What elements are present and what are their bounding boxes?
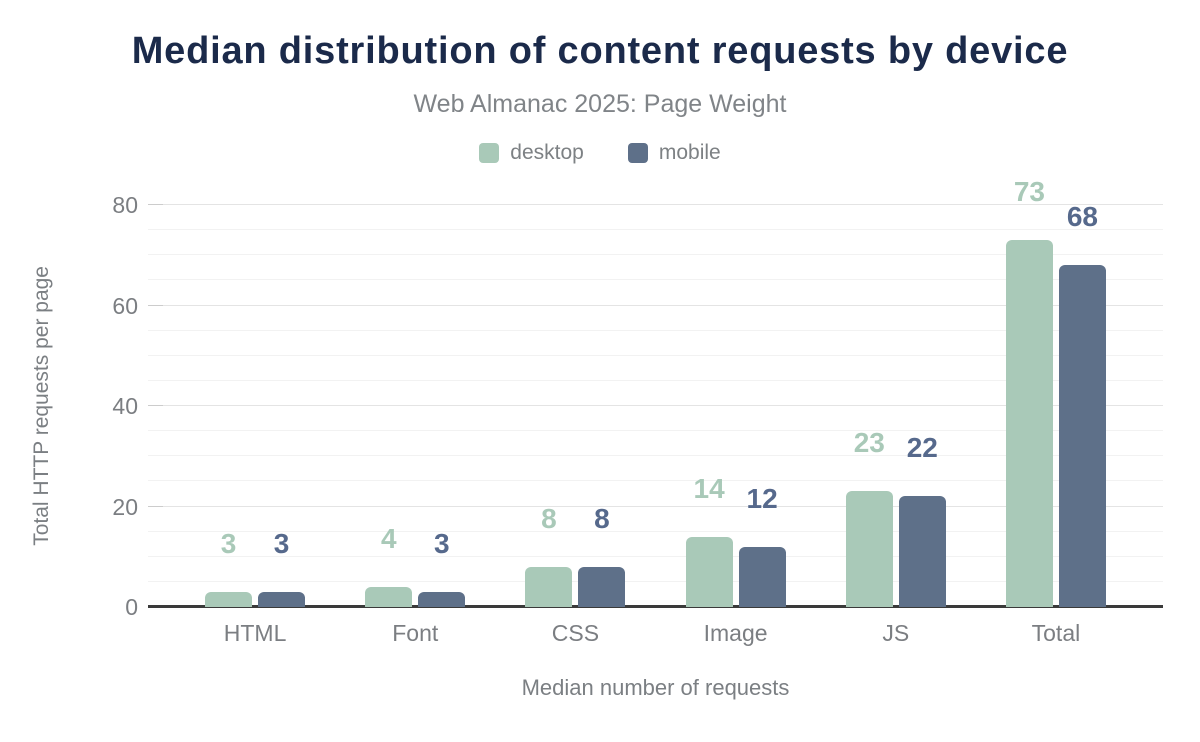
category-label-total: Total — [1031, 620, 1081, 646]
desktop-swatch-icon — [479, 143, 500, 163]
plot-area: 3 3 HTML 4 3 Font 8 8 CSS 14 12 Image 23 22 JS 73 68 Tota… — [148, 178, 1163, 646]
category-label-image: Image — [703, 620, 768, 646]
bar-column-desktop: 3 — [205, 527, 253, 607]
bar-mobile-total[interactable] — [1058, 265, 1106, 607]
category-label-html: HTML — [223, 620, 287, 646]
bar-group-image: 14 12 Image — [656, 205, 816, 646]
category-label-font: Font — [392, 620, 439, 646]
minor-gridline — [148, 480, 1163, 482]
data-label-mobile: 8 — [594, 502, 610, 534]
bar-column-mobile: 12 — [738, 482, 786, 607]
x-axis-title: Median number of requests — [521, 675, 790, 700]
legend-item-desktop[interactable]: desktop — [479, 141, 584, 165]
y-tick-label: 40 — [112, 393, 138, 419]
y-tick-mark — [148, 405, 163, 406]
data-label-desktop: 3 — [220, 527, 237, 559]
bar-mobile-html[interactable] — [258, 591, 306, 607]
data-label-mobile: 68 — [1066, 201, 1099, 233]
minor-gridline — [148, 530, 1163, 532]
bar-group-js: 23 22 JS — [816, 205, 976, 646]
data-label-desktop: 4 — [380, 522, 397, 554]
y-tick-label: 0 — [125, 594, 138, 620]
y-tick-label: 60 — [112, 292, 138, 319]
legend-label-mobile: mobile — [658, 141, 721, 164]
mobile-swatch-icon — [627, 143, 648, 163]
bar-column-mobile: 22 — [898, 432, 946, 607]
bar-desktop-image[interactable] — [685, 536, 733, 607]
minor-gridline — [148, 329, 1163, 331]
y-tick-mark — [148, 304, 163, 306]
legend-label-desktop: desktop — [510, 141, 584, 164]
data-label-desktop: 14 — [693, 472, 725, 504]
data-label-mobile: 12 — [746, 482, 778, 514]
bar-column-desktop: 73 — [1005, 176, 1053, 607]
bar-column-desktop: 23 — [845, 427, 893, 607]
bar-desktop-font[interactable] — [365, 586, 413, 607]
data-label-desktop: 73 — [1013, 176, 1046, 208]
bar-column-mobile: 3 — [418, 527, 466, 607]
minor-gridline — [148, 354, 1163, 356]
y-tick-mark — [148, 204, 163, 205]
minor-gridline — [148, 580, 1163, 582]
major-gridline — [148, 304, 1163, 306]
bar-column-mobile: 8 — [578, 502, 626, 607]
bar-group-css: 8 8 CSS — [495, 205, 655, 646]
data-label-mobile: 3 — [273, 527, 290, 559]
bar-group-total: 73 68 Total — [976, 178, 1136, 646]
bar-mobile-image[interactable] — [738, 546, 786, 607]
bars-layer: 3 3 HTML 4 3 Font 8 8 CSS 14 12 Image 23 22 JS 73 68 Tota… — [148, 178, 1163, 646]
y-tick-label: 80 — [112, 192, 138, 218]
bar-desktop-css[interactable] — [525, 566, 573, 607]
bar-desktop-html[interactable] — [205, 591, 253, 607]
y-tick-mark — [148, 505, 163, 507]
category-label-js: JS — [882, 620, 910, 646]
minor-gridline — [148, 229, 1163, 231]
major-gridline — [148, 204, 1163, 205]
bar-mobile-js[interactable] — [898, 496, 946, 607]
data-label-mobile: 3 — [433, 527, 450, 559]
minor-gridline — [148, 254, 1163, 256]
bar-column-mobile: 68 — [1058, 201, 1106, 607]
bar-column-desktop: 8 — [525, 502, 573, 607]
y-tick-label: 20 — [112, 493, 138, 520]
data-label-desktop: 23 — [853, 427, 885, 459]
x-axis-line — [148, 605, 1163, 608]
bar-group-font: 4 3 Font — [335, 205, 495, 646]
y-axis-tick-labels: 0 20 40 60 80 — [60, 194, 138, 619]
major-gridline — [148, 405, 1163, 406]
data-label-mobile: 22 — [906, 432, 938, 464]
minor-gridline — [148, 430, 1163, 432]
legend: desktop mobile — [0, 141, 1200, 165]
bar-desktop-js[interactable] — [845, 491, 893, 607]
minor-gridline — [148, 279, 1163, 281]
bar-column-mobile: 3 — [258, 527, 306, 607]
data-label-desktop: 8 — [541, 502, 557, 534]
bar-column-desktop: 14 — [685, 472, 733, 607]
bar-group-html: 3 3 HTML — [175, 205, 335, 646]
bar-column-desktop: 4 — [365, 522, 413, 607]
bar-mobile-font[interactable] — [418, 591, 466, 607]
chart-title: Median distribution of content requests … — [131, 30, 1069, 72]
bar-desktop-total[interactable] — [1005, 240, 1053, 607]
legend-item-mobile[interactable]: mobile — [627, 141, 721, 165]
minor-gridline — [148, 455, 1163, 457]
y-axis-title-wrap: Total HTTP requests per page — [30, 205, 54, 607]
category-label-css: CSS — [551, 620, 600, 646]
y-axis-title: Total HTTP requests per page — [30, 266, 53, 546]
chart-subtitle: Web Almanac 2025: Page Weight — [413, 90, 787, 118]
major-gridline — [148, 505, 1163, 507]
bar-mobile-css[interactable] — [578, 566, 626, 607]
minor-gridline — [148, 379, 1163, 381]
minor-gridline — [148, 555, 1163, 557]
